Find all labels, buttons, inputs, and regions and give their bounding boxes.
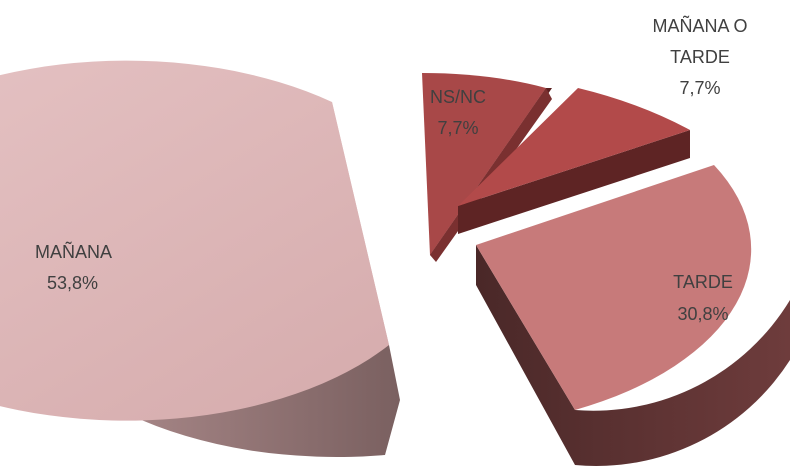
value-tarde: 30,8% [677,304,728,324]
label-tarde: TARDE [673,272,733,292]
slice-manana [0,60,400,458]
value-manana: 53,8% [47,273,98,293]
slice-manana-top-main [0,60,389,421]
label-nsnc: NS/NC [430,87,486,107]
label-manana-o-tarde-line1: MAÑANA O [652,15,747,36]
slice-tarde-top [476,165,752,410]
slice-tarde [476,165,790,466]
label-manana-name: MAÑANA [35,241,112,262]
slice-tarde-side [476,245,790,466]
slice-manana-o-tarde-side [458,130,690,234]
slice-manana-o-tarde [458,88,690,234]
label-manana-o-tarde-line2: TARDE [670,47,730,67]
label-manana: MAÑANA [35,241,112,262]
slice-manana-o-tarde-top [458,88,690,206]
value-manana-o-tarde: 7,7% [679,78,720,98]
value-nsnc: 7,7% [437,118,478,138]
slice-nsnc-top [422,73,546,255]
